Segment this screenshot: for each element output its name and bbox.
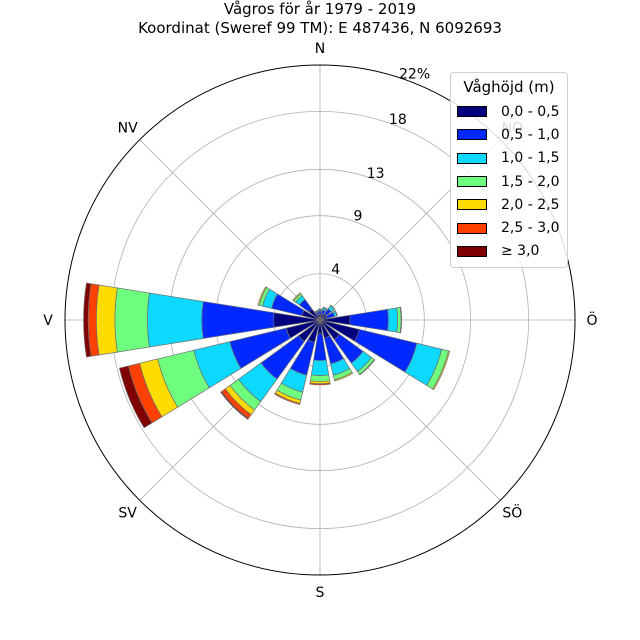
rose-bar-270-bin3: [114, 287, 150, 353]
rose-bar-90-bin2: [387, 307, 399, 333]
legend-swatch-1: [457, 129, 487, 141]
rose-bar-337.5-bin3: [314, 309, 319, 313]
rose-bar-180-bin2: [310, 359, 330, 376]
legend-entry-1: 0,5 - 1,0: [451, 123, 567, 146]
rose-bar-67.5-bin3: [334, 310, 338, 317]
radial-max-label: 22%: [399, 66, 430, 82]
radial-tick-label-3: 18: [389, 112, 407, 128]
rose-bar-180-bin5: [309, 382, 331, 386]
rose-bar-315-bin4: [292, 292, 302, 302]
outer-ring: [64, 64, 576, 576]
rose-bar-0-bin3: [317, 308, 323, 311]
rose-bar-90-bin4: [399, 306, 403, 334]
legend-entry-6: ≥ 3,0: [451, 240, 567, 263]
radial-tick-label-2: 13: [367, 166, 385, 182]
grid-spoke-7: [139, 139, 321, 321]
radial-tick-label-0: 4: [331, 262, 340, 278]
legend-entry-0: 0,0 - 0,5: [451, 100, 567, 123]
legend-entry-4: 2,0 - 2,5: [451, 193, 567, 216]
direction-label-2: Ö: [586, 311, 597, 329]
chart-title-line1: Vågros för år 1979 - 2019: [223, 0, 417, 18]
rose-bars: [83, 282, 451, 429]
legend-label-4: 2,0 - 2,5: [501, 196, 560, 213]
rose-bar-135-bin4: [359, 359, 376, 376]
legend-label-0: 0,0 - 0,5: [501, 103, 560, 120]
legend-entry-2: 1,0 - 1,5: [451, 147, 567, 170]
direction-label-5: SV: [118, 505, 137, 521]
rose-bar-112.5-bin4: [432, 350, 451, 391]
rose-bar-292.5-bin4: [257, 286, 268, 306]
legend-swatch-4: [457, 199, 487, 211]
rose-bar-22.5-bin3: [322, 306, 328, 310]
rose-bar-45-bin3: [329, 304, 336, 311]
rose-bar-180-bin3: [309, 374, 331, 382]
legend: Våghöjd (m) 0,0 - 0,5 0,5 - 1,0 1,0 - 1,5 1…: [450, 72, 568, 268]
legend-swatch-3: [457, 176, 487, 188]
legend-entry-5: 2,5 - 3,0: [451, 216, 567, 239]
legend-swatch-2: [457, 152, 487, 164]
legend-label-6: ≥ 3,0: [501, 243, 540, 260]
direction-label-7: NV: [118, 121, 138, 137]
rose-bar-202.5-bin5: [274, 392, 301, 405]
legend-swatch-6: [457, 245, 487, 257]
legend-title: Våghöjd (m): [463, 78, 555, 96]
legend-label-1: 0,5 - 1,0: [501, 126, 560, 143]
legend-label-3: 1,5 - 2,0: [501, 173, 560, 190]
direction-label-3: SÖ: [502, 503, 522, 521]
rose-bar-270-bin4: [95, 284, 118, 356]
direction-label-0: N: [315, 41, 325, 57]
direction-label-4: S: [316, 585, 325, 601]
rose-bar-157.5-bin4: [333, 371, 354, 382]
legend-label-2: 1,0 - 1,5: [501, 150, 560, 167]
direction-label-6: V: [43, 313, 53, 329]
radial-tick-labels: 4 9 13 18 22%: [331, 66, 430, 278]
legend-entry-3: 1,5 - 2,0: [451, 170, 567, 193]
legend-label-5: 2,5 - 3,0: [501, 220, 560, 237]
rose-bar-247.5-bin6: [118, 365, 153, 429]
rose-bar-270-bin2: [147, 292, 204, 348]
rose-bar-225-bin6: [220, 391, 249, 420]
rose-bar-90-bin1: [349, 308, 389, 332]
chart-title: Vågros för år 1979 - 2019 Koordinat (Swe…: [0, 0, 640, 38]
legend-swatch-0: [457, 106, 487, 118]
legend-swatch-5: [457, 222, 487, 234]
rose-bar-270-bin1: [201, 301, 275, 339]
chart-title-line2: Koordinat (Sweref 99 TM): E 487436, N 60…: [138, 19, 502, 37]
rose-bar-270-bin6: [83, 282, 92, 358]
radial-tick-label-1: 9: [353, 209, 362, 225]
rose-bar-0-bin1: [318, 310, 322, 315]
